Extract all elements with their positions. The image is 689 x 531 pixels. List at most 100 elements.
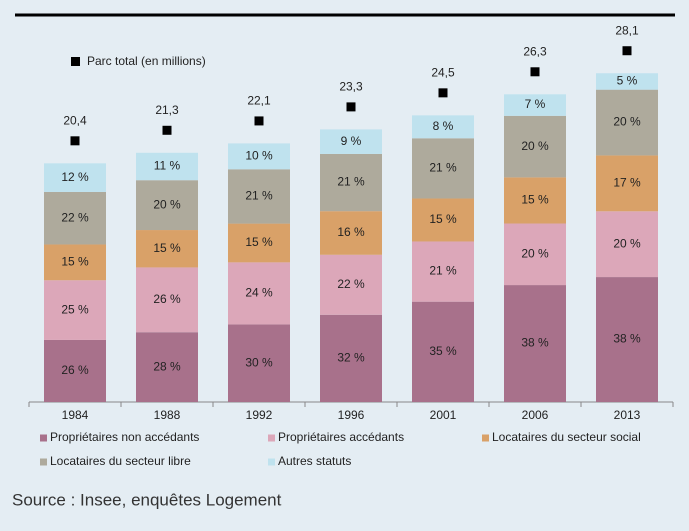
total-marker (438, 88, 448, 98)
x-tick-label: 2001 (430, 408, 457, 422)
bar-segment (596, 277, 658, 402)
data-label: 22 % (337, 277, 365, 291)
data-label: 30 % (245, 355, 273, 369)
data-label: 9 % (341, 134, 362, 148)
bar-segment (228, 143, 290, 170)
bar-segment (228, 324, 290, 402)
legend-label: Propriétaires accédants (278, 430, 404, 444)
bar-segment (320, 314, 382, 402)
total-label: 20,4 (63, 113, 87, 127)
data-label: 11 % (154, 159, 181, 173)
data-label: 20 % (613, 115, 641, 129)
data-label: 26 % (61, 363, 89, 377)
x-tick-label: 1992 (246, 408, 273, 422)
legend-swatch (268, 458, 275, 466)
data-label: 21 % (429, 161, 457, 175)
legend-label: Locataires du secteur libre (50, 454, 191, 468)
bar-segment (44, 339, 106, 402)
data-label: 5 % (617, 74, 638, 88)
legend-swatch (268, 434, 275, 442)
x-tick-label: 1984 (62, 408, 89, 422)
bar-segment (44, 280, 106, 340)
x-tick-label: 1996 (338, 408, 365, 422)
legend-label: Locataires du secteur social (492, 430, 641, 444)
bar-segment (136, 230, 198, 268)
bar-segment (44, 244, 106, 281)
bar-segment (504, 115, 566, 178)
bar-segment (504, 177, 566, 224)
data-label: 12 % (61, 170, 89, 184)
source: Source : Insee, enquêtes Logement (12, 490, 282, 509)
data-label: 35 % (429, 344, 457, 358)
x-tick-label: 1988 (154, 408, 181, 422)
bar-segment (228, 262, 290, 325)
data-label: 38 % (521, 336, 549, 350)
bar-segment (320, 153, 382, 212)
data-label: 16 % (337, 225, 365, 239)
data-label: 21 % (245, 189, 273, 203)
bar-segment (44, 191, 106, 245)
bar-segment (136, 180, 198, 231)
data-label: 20 % (613, 236, 641, 250)
bar-segment (412, 198, 474, 242)
data-label: 15 % (61, 255, 89, 269)
total-marker (622, 46, 632, 56)
total-marker (530, 67, 540, 77)
bar-segment (136, 267, 198, 333)
bar-segment (504, 94, 566, 116)
data-label: 24 % (245, 286, 273, 300)
total-label: 22,1 (247, 94, 271, 108)
data-label: 17 % (613, 176, 641, 190)
legend-swatch (40, 434, 47, 442)
total-marker (162, 125, 172, 135)
legend-label: Autres statuts (278, 454, 351, 468)
data-label: 25 % (61, 302, 89, 316)
bar-segment (44, 163, 106, 192)
total-marker (254, 116, 264, 126)
bar-segment (596, 155, 658, 212)
data-label: 20 % (153, 197, 181, 211)
bar-segment (596, 211, 658, 278)
legend-swatch (40, 458, 47, 466)
bar-segment (504, 285, 566, 402)
bar-segment (136, 152, 198, 181)
data-label: 7 % (525, 97, 546, 111)
bar-segment (412, 138, 474, 199)
total-label: 26,3 (523, 44, 547, 58)
x-tick-label: 2006 (522, 408, 549, 422)
bar-segment (596, 89, 658, 156)
data-label: 28 % (153, 359, 181, 373)
data-label: 20 % (521, 139, 549, 153)
total-label: 23,3 (339, 80, 363, 94)
legend-marker (71, 57, 80, 66)
data-label: 8 % (433, 119, 454, 133)
bar-segment (228, 223, 290, 263)
bar-segment (228, 169, 290, 224)
data-label: 26 % (153, 292, 181, 306)
data-label: 15 % (245, 235, 273, 249)
data-label: 22 % (61, 210, 89, 224)
bar-segment (136, 332, 198, 402)
bar-segment (320, 211, 382, 255)
total-label: 21,3 (155, 103, 179, 117)
data-label: 10 % (245, 149, 273, 163)
data-label: 32 % (337, 351, 365, 365)
bar-segment (412, 301, 474, 402)
data-label: 21 % (337, 175, 365, 189)
data-label: 15 % (153, 241, 181, 255)
total-marker (70, 136, 80, 146)
legend-label: Parc total (en millions) (87, 54, 206, 68)
total-label: 28,1 (615, 23, 639, 37)
total-marker (346, 102, 356, 112)
data-label: 21 % (429, 264, 457, 278)
bar-segment (412, 115, 474, 139)
bar-segment (320, 254, 382, 315)
data-label: 38 % (613, 332, 641, 346)
x-tick-label: 2013 (614, 408, 641, 422)
bar-segment (412, 241, 474, 302)
bar-segment (504, 223, 566, 286)
data-label: 20 % (521, 246, 549, 260)
total-label: 24,5 (431, 66, 455, 80)
